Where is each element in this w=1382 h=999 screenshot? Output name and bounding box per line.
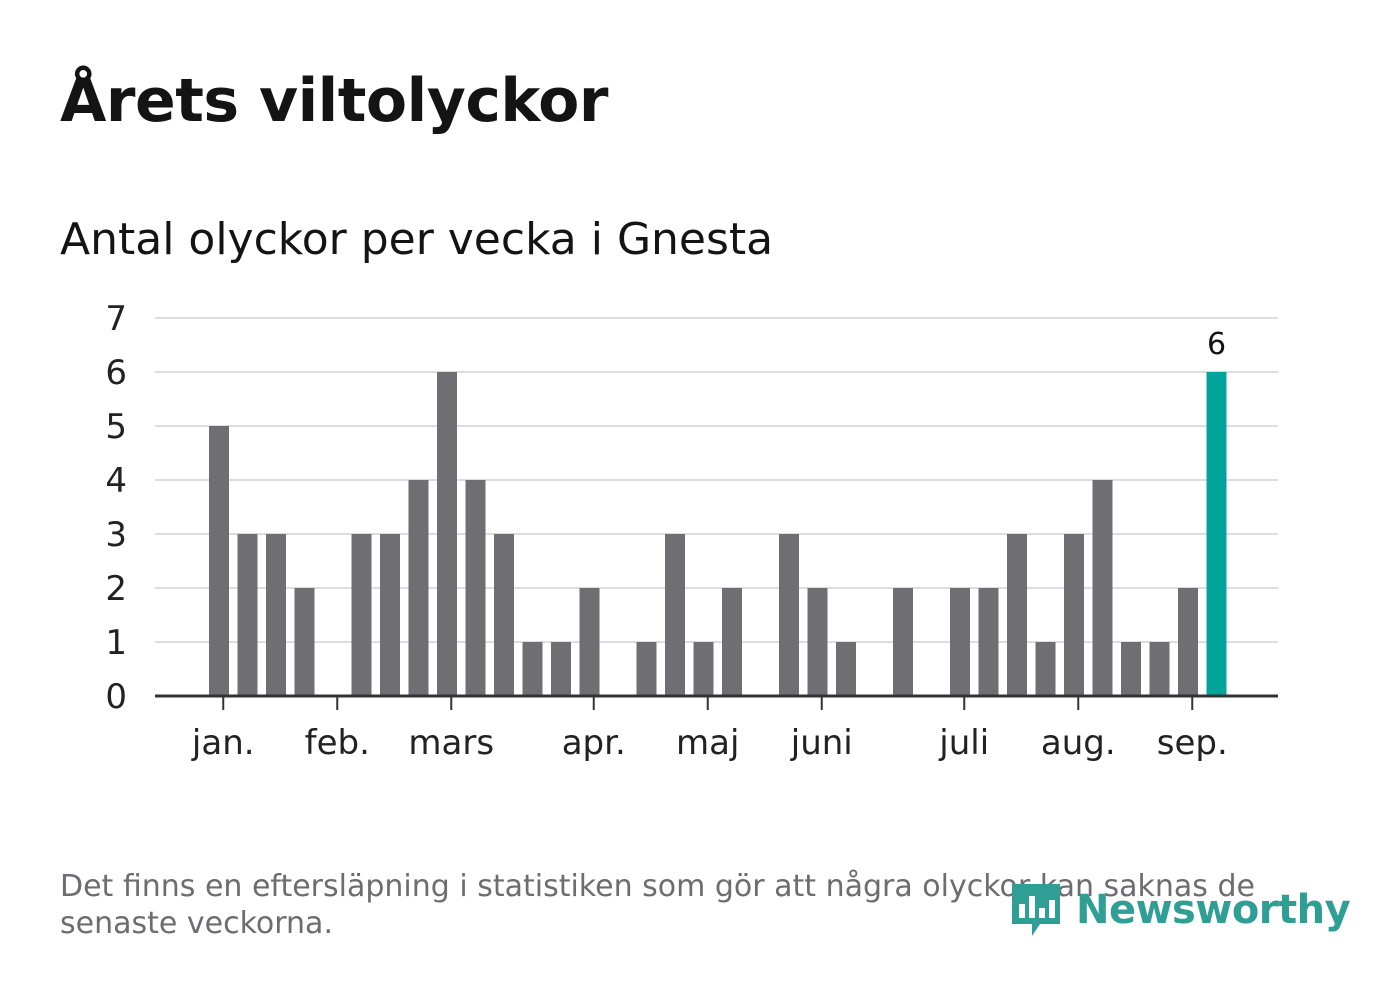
bar [1007, 534, 1027, 696]
axes [155, 694, 1278, 710]
y-tick-label: 4 [105, 461, 127, 501]
bar [978, 588, 999, 696]
bar [351, 534, 372, 696]
bar [1092, 480, 1113, 696]
bar [893, 588, 913, 696]
y-tick-label: 7 [105, 299, 127, 339]
bar [665, 534, 685, 696]
bars [209, 372, 1227, 696]
y-tick-label: 3 [105, 515, 127, 555]
y-tick-label: 1 [105, 623, 127, 663]
gridlines [155, 317, 1278, 643]
y-tick-label: 2 [105, 569, 127, 609]
bar [836, 642, 856, 696]
x-tick-label: sep. [1157, 723, 1228, 763]
highlight-bar [1206, 372, 1227, 696]
bar [1121, 642, 1141, 696]
bar [722, 588, 742, 696]
bar [209, 426, 229, 696]
x-tick-label: mars [408, 723, 494, 763]
data-label: 6 [1207, 327, 1226, 362]
bar [522, 642, 543, 696]
x-tick-label: juli [938, 723, 989, 763]
x-tick-label: apr. [562, 723, 626, 763]
chart-title: Årets viltolyckor [60, 66, 609, 136]
bar [579, 588, 600, 696]
x-tick-label: juni [790, 723, 853, 763]
bar [266, 534, 286, 696]
x-tick-label: maj [676, 723, 739, 763]
y-tick-label: 6 [105, 353, 127, 393]
bar [551, 642, 571, 696]
bar [408, 480, 429, 696]
bar [636, 642, 657, 696]
brand-name: Newsworthy [1076, 887, 1351, 933]
brand-logo: Newsworthy [1010, 880, 1351, 940]
chart-subtitle: Antal olyckor per vecka i Gnesta [60, 214, 774, 265]
bar [1035, 642, 1056, 696]
bar [437, 372, 457, 696]
bar [807, 588, 828, 696]
bar [465, 480, 486, 696]
y-tick-label: 5 [105, 407, 127, 447]
bar [950, 588, 970, 696]
x-tick-label: aug. [1041, 723, 1116, 763]
bar [693, 642, 714, 696]
bar [494, 534, 514, 696]
bar [237, 534, 258, 696]
bar [1064, 534, 1084, 696]
brand-bars-icon [1012, 884, 1060, 936]
x-tick-label: jan. [191, 723, 255, 763]
bar [380, 534, 400, 696]
y-tick-label: 0 [105, 677, 127, 717]
bar [779, 534, 799, 696]
x-tick-label: feb. [305, 723, 370, 763]
bar [1149, 642, 1170, 696]
bar [294, 588, 315, 696]
bar [1178, 588, 1198, 696]
labels: 0 1 2 3 4 5 6 7 6 jan. feb. mars apr. maj juni juli aug.… [105, 299, 1227, 763]
